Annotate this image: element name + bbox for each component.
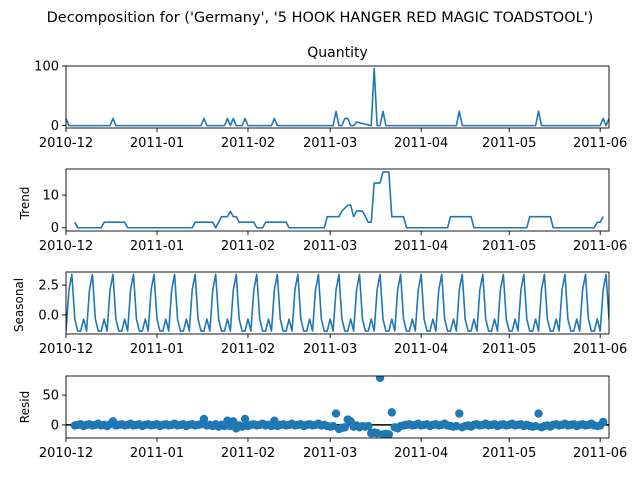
resid-xtick-label: 2011-04 <box>394 446 448 461</box>
observed-ytick-label: 100 <box>34 60 59 75</box>
seasonal-xtick-label: 2011-05 <box>482 342 536 357</box>
observed-xtick-label: 2011-05 <box>482 136 536 151</box>
trend-plot-area <box>74 171 604 229</box>
resid-xtick-label: 2011-03 <box>303 446 357 461</box>
resid-ylabel: Resid <box>18 391 32 423</box>
trend-xtick-label: 2010-12 <box>39 239 93 254</box>
resid-point <box>340 423 350 432</box>
resid-point <box>534 409 543 418</box>
resid-panel: Resid 0 50 2010-12 2011-01 2011-02 2011-03 201… <box>18 375 627 461</box>
seasonal-axes-frame <box>65 271 610 335</box>
seasonal-plot-area <box>66 273 609 332</box>
resid-point <box>199 414 209 424</box>
trend-xtick-label: 2011-05 <box>482 239 536 254</box>
seasonal-panel: Seasonal 0.0 2.5 2010-12 2011-01 2011-02 2011… <box>12 271 627 357</box>
resid-xtick-label: 2010-12 <box>39 446 93 461</box>
observed-xtick-label: 2011-03 <box>303 136 357 151</box>
resid-axes-frame <box>65 375 610 439</box>
observed-xtick-label: 2011-01 <box>130 136 184 151</box>
trend-ylabel: Trend <box>18 187 32 221</box>
trend-xtick-label: 2011-04 <box>394 239 448 254</box>
observed-xtick-label: 2011-06 <box>573 136 627 151</box>
resid-point <box>331 409 341 418</box>
trend-ytick-label: 10 <box>42 189 59 204</box>
resid-xtick-label: 2011-01 <box>130 446 184 461</box>
trend-xtick-label: 2011-01 <box>130 239 184 254</box>
seasonal-xtick-label: 2011-01 <box>130 342 184 357</box>
trend-axes-frame <box>65 168 610 232</box>
observed-xtick-label: 2011-02 <box>221 136 275 151</box>
observed-plot-area <box>66 67 609 127</box>
observed-panel: Quantity 0 100 2010-12 2011-01 2011-02 2011-0… <box>34 45 627 151</box>
resid-point <box>364 421 373 431</box>
trend-series-line <box>74 171 604 229</box>
seasonal-xtick-label: 2011-04 <box>394 342 448 357</box>
resid-xtick-label: 2011-06 <box>573 446 627 461</box>
observed-axes-frame <box>65 65 610 129</box>
resid-point <box>384 430 394 438</box>
resid-xtick-label: 2011-05 <box>482 446 536 461</box>
resid-point <box>387 408 396 417</box>
observed-panel-title: Quantity <box>307 45 368 61</box>
observed-xtick-label: 2011-04 <box>394 136 448 151</box>
trend-xtick-label: 2011-02 <box>221 239 275 254</box>
observed-series-line <box>66 67 609 127</box>
observed-ytick-label: 0 <box>51 119 59 134</box>
seasonal-series-line <box>66 273 609 332</box>
figure-title: Decomposition for ('Germany', '5 HOOK HA… <box>47 10 594 26</box>
resid-point <box>455 409 464 418</box>
resid-point <box>598 417 608 427</box>
trend-xtick-label: 2011-06 <box>573 239 627 254</box>
trend-xtick-label: 2011-03 <box>303 239 357 254</box>
resid-point <box>240 414 250 424</box>
resid-xtick-label: 2011-02 <box>221 446 275 461</box>
observed-xtick-label: 2010-12 <box>39 136 93 151</box>
seasonal-xtick-label: 2011-03 <box>303 342 357 357</box>
resid-plot-area <box>66 376 609 438</box>
resid-point <box>229 417 238 426</box>
seasonal-xtick-label: 2011-06 <box>573 342 627 357</box>
resid-ytick-label: 0 <box>51 418 59 433</box>
seasonal-ytick-label: 2.5 <box>38 279 59 294</box>
trend-panel: Trend 0 10 2010-12 2011-01 2011-02 2011-03 201… <box>18 168 627 254</box>
trend-ytick-label: 0 <box>51 221 59 236</box>
seasonal-ytick-label: 0.0 <box>38 308 59 323</box>
seasonal-xtick-label: 2011-02 <box>221 342 275 357</box>
resid-point <box>375 376 385 382</box>
resid-ytick-label: 50 <box>42 389 59 404</box>
seasonal-xtick-label: 2010-12 <box>39 342 93 357</box>
seasonal-ylabel: Seasonal <box>12 278 26 332</box>
